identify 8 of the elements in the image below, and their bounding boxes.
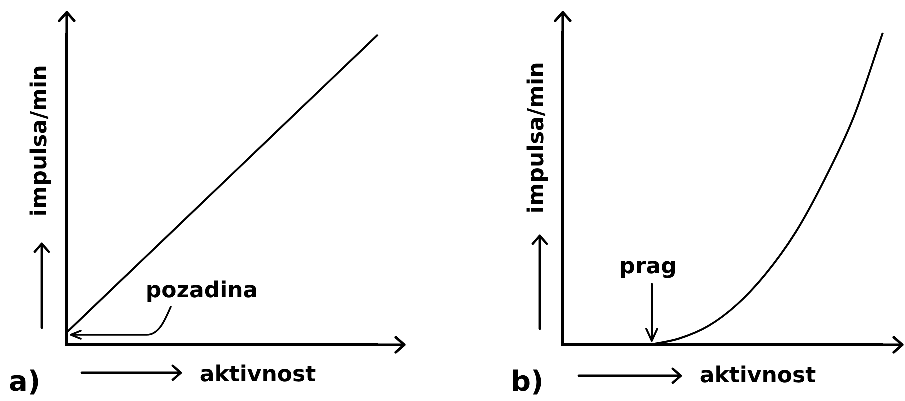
x-axis-title: aktivnost <box>700 364 817 389</box>
text: a) <box>9 365 41 398</box>
x-axis-title: aktivnost <box>200 362 317 388</box>
text: b) <box>511 365 544 398</box>
annotation: prag <box>620 254 677 280</box>
y-axis-title: impulsa/min <box>524 62 550 214</box>
annotation: pozadina <box>146 278 258 304</box>
y-axis-title: impulsa/min <box>28 65 53 217</box>
